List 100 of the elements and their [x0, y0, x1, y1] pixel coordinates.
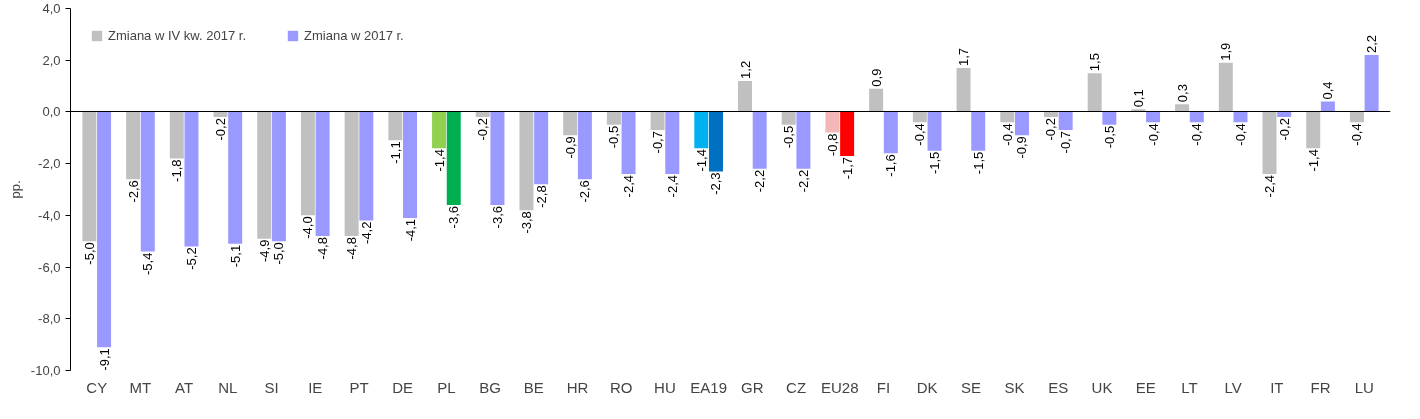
- x-tick-label: PL: [437, 378, 456, 396]
- bar: [1000, 111, 1015, 123]
- y-tick-label: -4,0: [38, 207, 61, 223]
- x-tick-label: IE: [308, 378, 323, 396]
- data-label: -2,3: [708, 172, 724, 195]
- data-label: -1,4: [431, 149, 447, 172]
- bar: [1146, 111, 1161, 123]
- bar: [257, 111, 272, 239]
- data-label: -1,5: [927, 151, 943, 175]
- bar: [213, 111, 228, 118]
- data-label: -2,8: [533, 185, 549, 208]
- bar: [621, 111, 636, 174]
- x-tick-label: EU28: [821, 378, 859, 396]
- x-tick-label: DE: [392, 378, 414, 396]
- data-label: -4,8: [315, 237, 331, 260]
- data-label: -2,4: [621, 174, 637, 198]
- data-label: -5,2: [183, 247, 199, 270]
- data-label: -0,5: [606, 125, 622, 149]
- bar: [577, 111, 592, 180]
- data-label: -0,7: [650, 131, 666, 154]
- data-label: -5,0: [81, 242, 97, 265]
- bar: [126, 111, 141, 180]
- data-label: -5,4: [140, 252, 156, 275]
- data-label: -0,4: [1232, 123, 1248, 146]
- data-label: -0,2: [213, 118, 229, 141]
- bar: [1349, 111, 1364, 123]
- bar: [665, 111, 680, 174]
- bar: [169, 111, 184, 159]
- bar: [446, 111, 461, 206]
- x-tick-label: LV: [1224, 378, 1242, 396]
- x-tick-label: BE: [523, 378, 544, 396]
- bar: [403, 111, 418, 218]
- data-label: -0,4: [1349, 123, 1365, 146]
- data-label: -1,4: [1305, 149, 1321, 172]
- data-label: -1,4: [693, 149, 709, 172]
- bar: [475, 111, 490, 118]
- data-label: -4,0: [300, 216, 316, 239]
- data-label: -0,7: [1058, 131, 1074, 154]
- data-label: -1,6: [883, 154, 899, 177]
- y-tick-label: -6,0: [38, 259, 61, 275]
- bar: [82, 111, 97, 242]
- data-label: 1,2: [737, 60, 753, 79]
- data-label: 1,7: [956, 47, 972, 66]
- bar: [519, 111, 534, 211]
- bar: [927, 111, 942, 151]
- data-label: -2,2: [752, 169, 768, 193]
- data-label: -2,4: [664, 174, 680, 198]
- data-label: -0,5: [1101, 125, 1117, 149]
- bar: [228, 111, 243, 244]
- x-tick-label: HU: [654, 378, 676, 396]
- bar: [1364, 55, 1379, 112]
- bar: [694, 111, 709, 149]
- bar: [1233, 111, 1248, 123]
- bar: [738, 80, 752, 112]
- data-label: -0,4: [1189, 123, 1205, 146]
- data-label: -4,8: [344, 237, 360, 260]
- x-tick-label: SE: [960, 378, 981, 396]
- bar: [752, 111, 767, 169]
- x-tick-label: FR: [1310, 378, 1331, 396]
- x-tick-label: RO: [609, 378, 633, 396]
- data-label: -9,1: [96, 348, 112, 371]
- data-label: -0,4: [912, 123, 928, 146]
- y-tick-label: 0,0: [42, 104, 61, 120]
- data-label: -0,2: [475, 118, 491, 141]
- data-label: 1,5: [1087, 53, 1103, 72]
- bar: [956, 67, 971, 112]
- x-tick-label: ES: [1048, 378, 1069, 396]
- x-tick-label: AT: [175, 378, 194, 396]
- y-tick-label: -8,0: [38, 311, 61, 327]
- bar: [344, 111, 359, 237]
- data-label: -5,0: [271, 242, 287, 265]
- bar: [1306, 111, 1321, 149]
- bar: [869, 88, 884, 112]
- bar: [534, 111, 549, 185]
- bar: [1014, 111, 1029, 136]
- y-tick-label: 4,0: [42, 1, 61, 16]
- bar: [271, 111, 286, 242]
- x-tick-label: HR: [566, 378, 589, 396]
- data-label: 1,9: [1218, 42, 1234, 61]
- data-label: -3,8: [518, 211, 534, 234]
- data-label: -3,6: [446, 206, 462, 229]
- x-tick-label: CY: [86, 378, 108, 396]
- x-tick-label: DK: [916, 378, 938, 396]
- x-tick-label: BG: [479, 378, 501, 396]
- data-label: -0,5: [781, 125, 797, 149]
- bar: [1262, 111, 1277, 174]
- x-tick-label: NL: [218, 378, 238, 396]
- data-label: -0,2: [1043, 118, 1059, 141]
- x-tick-label: MT: [129, 378, 152, 396]
- legend-label: Zmiana w 2017 r.: [304, 28, 404, 43]
- bar: [650, 111, 665, 131]
- bar: [1043, 111, 1058, 118]
- bar: [1058, 111, 1073, 131]
- x-tick-label: CZ: [786, 378, 807, 396]
- x-tick-label: SI: [264, 378, 279, 396]
- x-tick-label: UK: [1091, 378, 1113, 396]
- data-label: -3,6: [489, 206, 505, 229]
- bar: [1189, 111, 1204, 123]
- bar: [300, 111, 315, 216]
- x-tick-label: EA19: [690, 378, 727, 396]
